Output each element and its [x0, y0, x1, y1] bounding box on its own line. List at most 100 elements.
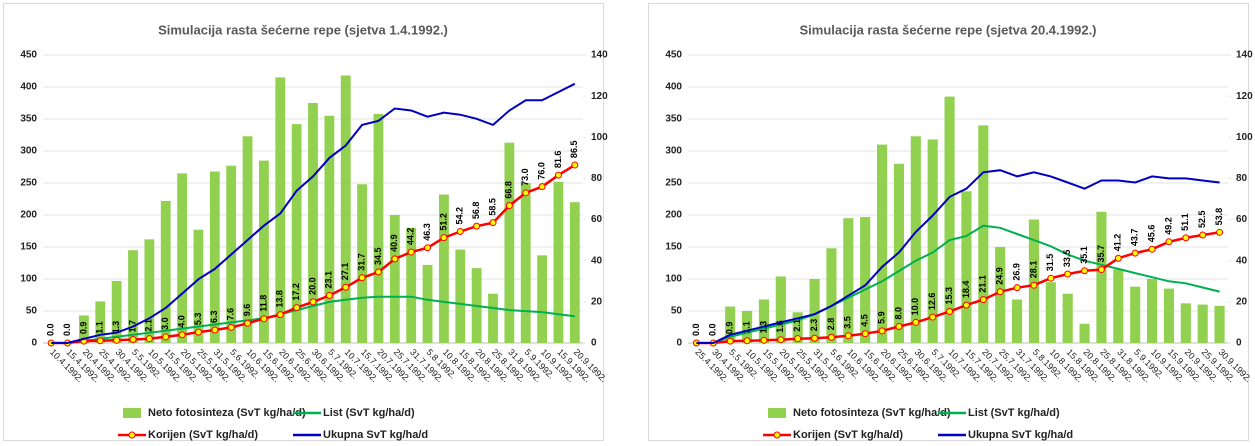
y-tick-label: 400	[20, 82, 37, 93]
data-label: 28.1	[1028, 261, 1038, 279]
point	[878, 327, 886, 335]
data-label: 24.9	[995, 267, 1005, 285]
y-tick-label: 0	[31, 338, 37, 349]
data-label: 2.1	[144, 319, 154, 332]
legend-label: Ukupna SvT kg/ha/d	[968, 429, 1073, 441]
data-label: 33.5	[1062, 250, 1072, 268]
point	[1097, 266, 1105, 274]
bar	[537, 255, 547, 343]
data-label: 4.0	[176, 315, 186, 328]
data-label: 5.9	[876, 311, 886, 324]
bar	[775, 276, 786, 343]
data-label: 0.0	[62, 323, 72, 336]
point	[760, 336, 768, 344]
point	[129, 336, 137, 344]
data-label: 58.5	[487, 198, 497, 216]
point	[325, 291, 333, 299]
data-label: 2.1	[792, 319, 802, 332]
legend-label: List (SvT kg/ha/d)	[323, 407, 415, 419]
data-label: 5.3	[193, 313, 203, 326]
bar	[520, 183, 531, 343]
legend-label: Ukupna SvT kg/ha/d	[323, 429, 428, 441]
point	[227, 323, 235, 331]
point	[391, 255, 399, 263]
point	[1182, 234, 1190, 242]
point	[1064, 270, 1072, 278]
point	[912, 318, 920, 326]
data-label: 51.2	[438, 213, 448, 231]
point	[996, 288, 1004, 296]
point	[178, 331, 186, 339]
y-tick-label: 150	[665, 242, 682, 253]
y2-tick-label: 0	[1236, 338, 1242, 349]
data-label: 3.0	[160, 317, 170, 330]
point	[260, 315, 268, 323]
data-label: 2.8	[826, 318, 836, 331]
y-tick-label: 200	[665, 210, 682, 221]
y-tick-label: 300	[20, 146, 37, 157]
y-tick-label: 50	[26, 306, 38, 317]
data-label: 13.8	[275, 290, 285, 308]
bar	[1012, 299, 1023, 343]
data-label: 49.2	[1163, 217, 1173, 235]
point	[145, 335, 153, 343]
point	[571, 161, 579, 169]
data-label: 23.1	[324, 271, 334, 289]
line	[696, 224, 1220, 344]
y-tick-label: 250	[665, 178, 682, 189]
data-label: 66.8	[504, 181, 514, 199]
data-label: 18.4	[961, 281, 971, 299]
bar	[1197, 304, 1208, 343]
bar	[128, 250, 138, 343]
data-label: 21.1	[978, 275, 988, 293]
bar	[111, 280, 122, 343]
point	[1013, 284, 1021, 292]
data-label: 1.1	[95, 321, 105, 334]
legend-marker	[128, 431, 136, 439]
line	[51, 295, 575, 344]
legend-swatch	[123, 408, 141, 418]
point	[162, 333, 170, 341]
bar	[406, 227, 417, 343]
point	[407, 248, 415, 256]
point	[194, 328, 202, 336]
point	[777, 336, 785, 344]
bar	[569, 202, 580, 343]
point	[293, 304, 301, 312]
point	[1165, 238, 1173, 246]
data-label: 40.9	[389, 234, 399, 252]
y2-tick-label: 120	[591, 91, 608, 102]
point	[440, 234, 448, 242]
data-label: 31.5	[1045, 254, 1055, 272]
point	[505, 202, 513, 210]
data-label: 35.1	[1079, 246, 1089, 264]
data-label: 4.5	[860, 314, 870, 327]
y2-tick-label: 20	[591, 296, 603, 307]
point	[554, 171, 562, 179]
data-label: 0.9	[725, 322, 735, 335]
data-label: 46.3	[422, 223, 432, 241]
data-label: 76.0	[536, 162, 546, 180]
data-label: 51.1	[1180, 213, 1190, 231]
line	[51, 82, 576, 344]
y2-tick-label: 40	[1236, 255, 1248, 266]
point	[489, 219, 497, 227]
bar	[357, 184, 367, 343]
y-tick-label: 150	[20, 242, 37, 253]
bar	[340, 75, 351, 343]
legend-marker	[773, 431, 781, 439]
bar	[1163, 288, 1174, 343]
data-label: 1.3	[111, 321, 121, 334]
point	[1081, 267, 1089, 275]
y2-tick-label: 140	[1236, 50, 1253, 61]
point	[424, 244, 432, 252]
chart-title: Simulacija rasta šećerne repe (sjetva 20…	[799, 22, 1096, 37]
point	[1199, 231, 1207, 239]
bar	[275, 77, 286, 344]
data-label: 15.3	[944, 287, 954, 305]
legend-label: Neto fotosinteza (SvT kg/ha/d)	[793, 407, 951, 419]
legend-swatch	[768, 408, 786, 418]
bar	[1113, 269, 1124, 343]
point	[522, 189, 530, 197]
